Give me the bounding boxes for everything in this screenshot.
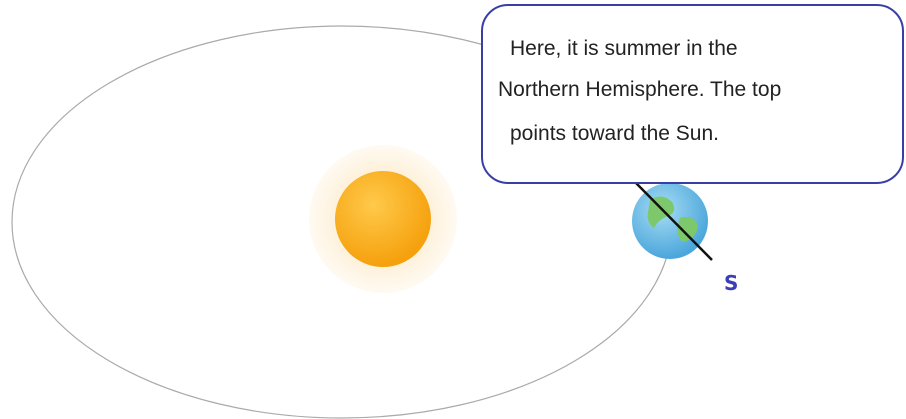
diagram: N S Here, it is summer in the Northern H…	[0, 0, 906, 419]
sun	[335, 171, 431, 267]
earth	[632, 183, 708, 259]
callout-line: Here, it is summer in the	[510, 37, 738, 60]
callout-line: points toward the Sun.	[510, 122, 719, 145]
callout-line: Northern Hemisphere. The top	[498, 78, 781, 101]
south-label: S	[724, 271, 738, 295]
